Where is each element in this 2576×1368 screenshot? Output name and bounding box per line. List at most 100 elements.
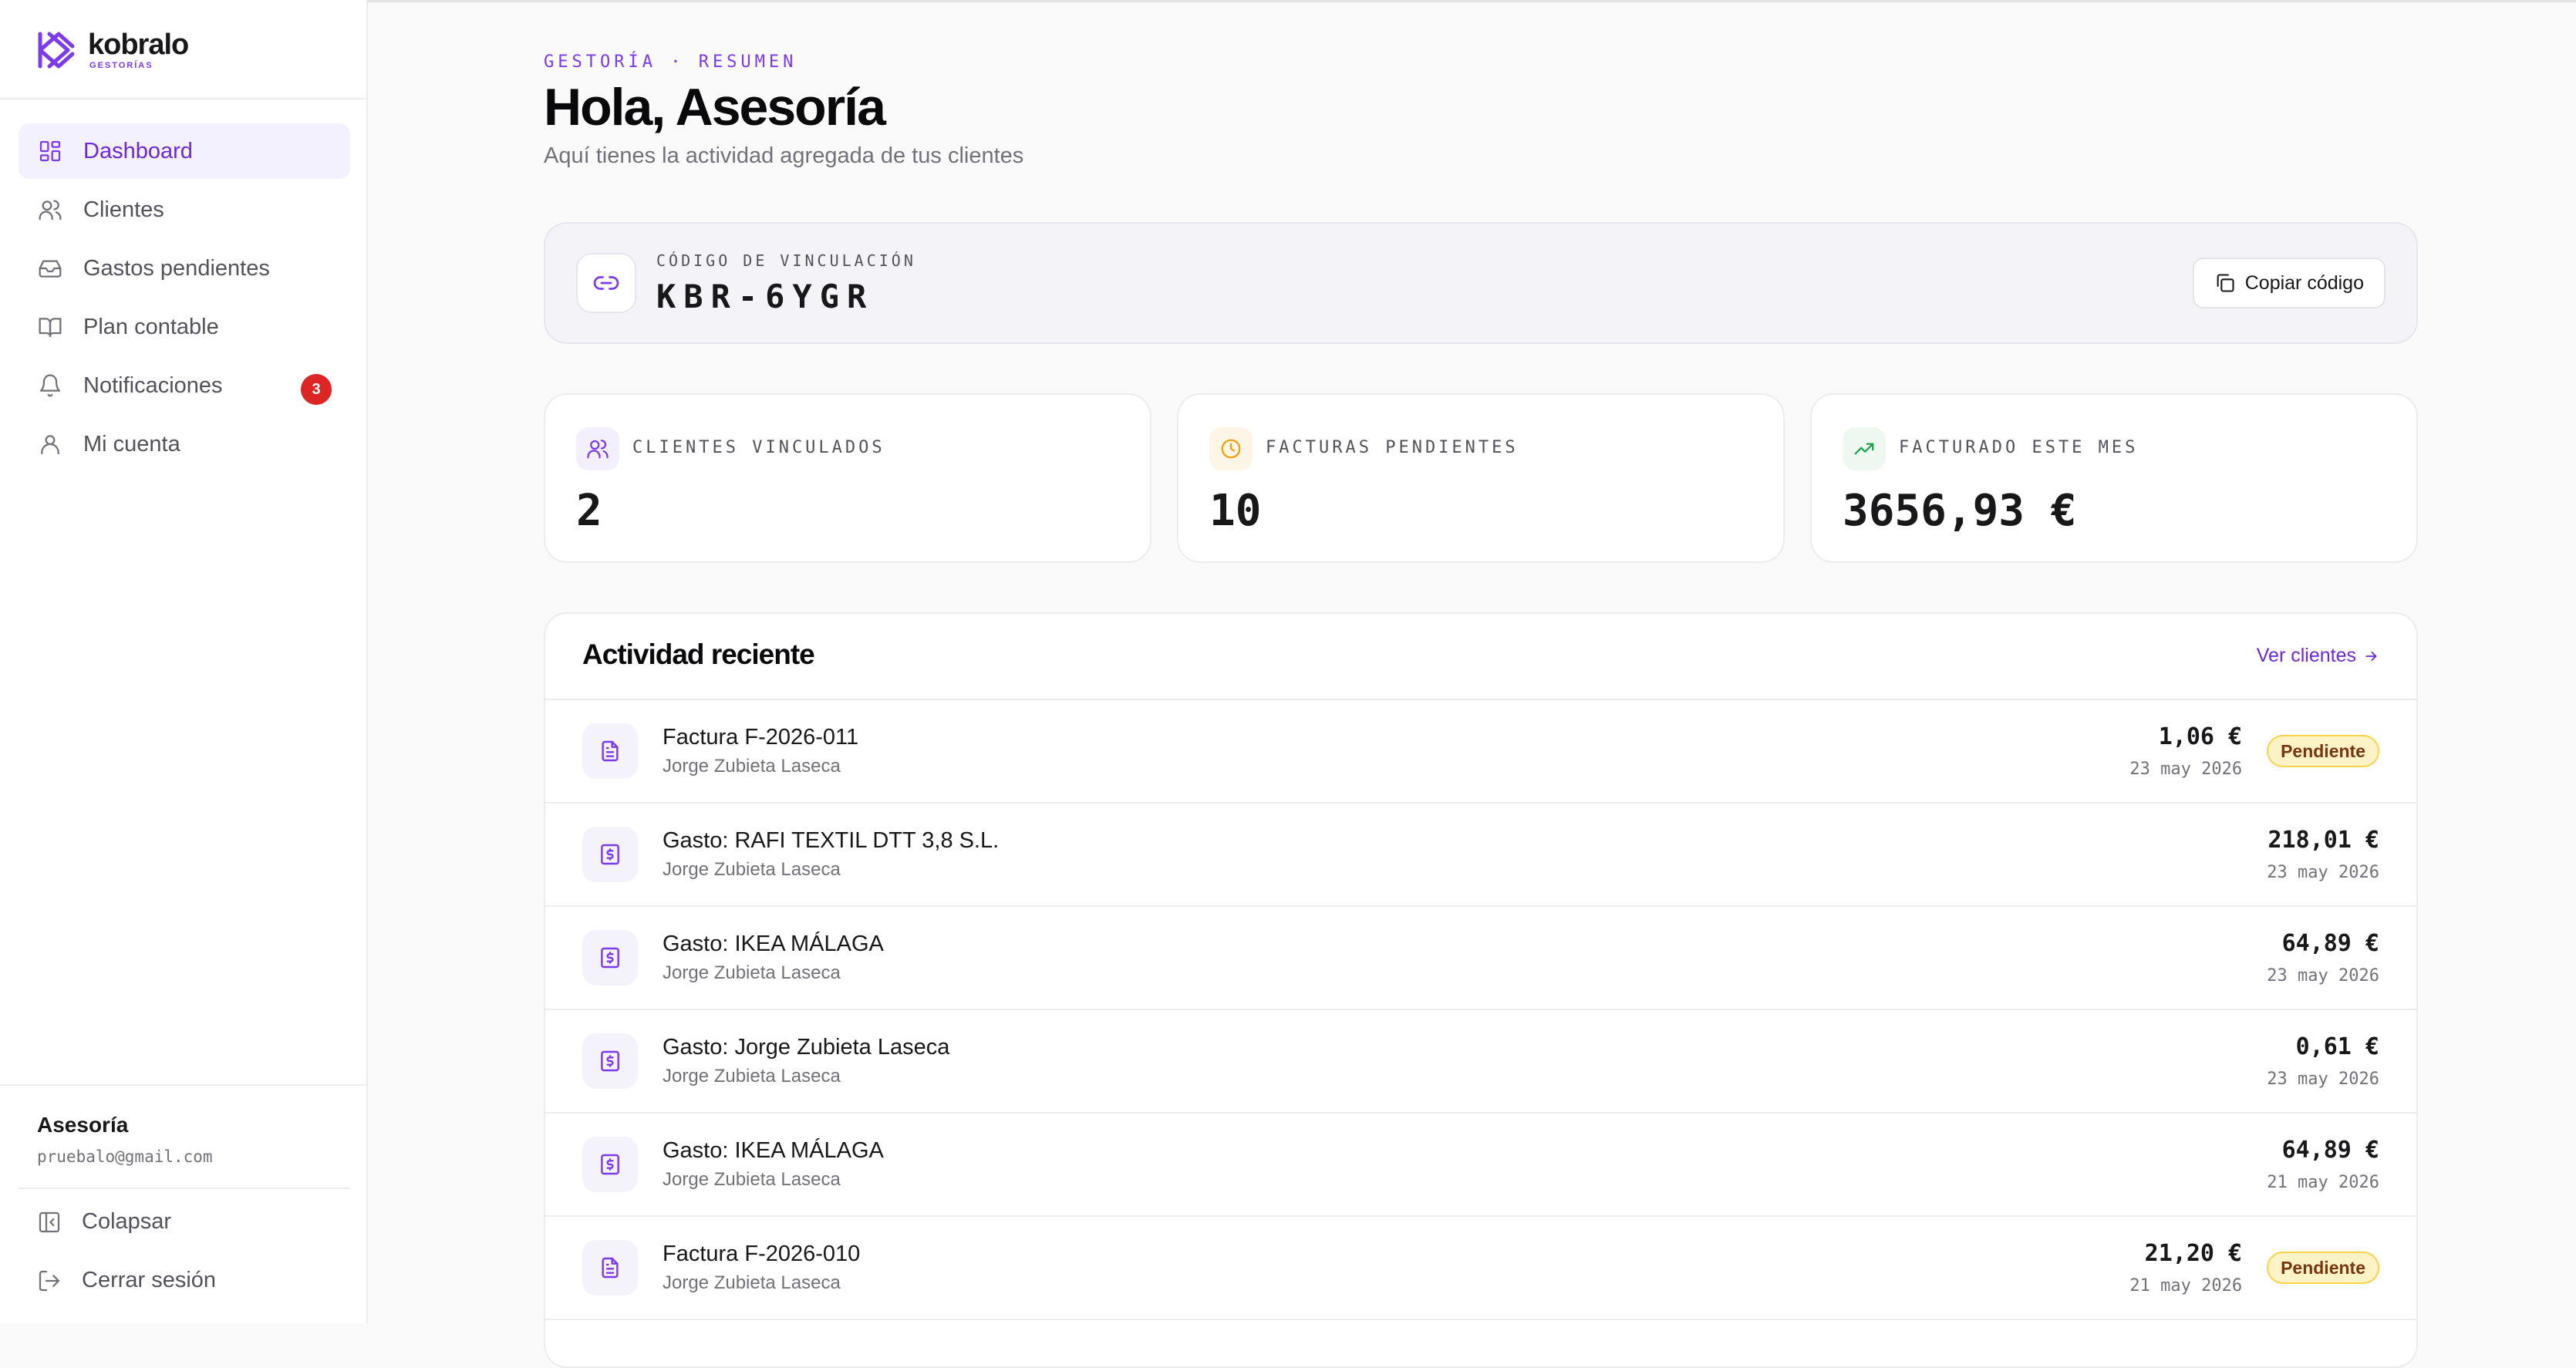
- brand[interactable]: kobralo GESTORÍAS: [35, 29, 189, 71]
- clock-icon: [1209, 427, 1253, 470]
- sidebar-item-plan-contable[interactable]: Plan contable: [19, 299, 350, 355]
- sidebar-item-notificaciones[interactable]: Notificaciones 3: [19, 358, 350, 413]
- activity-header: Actividad reciente Ver clientes: [545, 614, 2416, 700]
- page-title: Hola, Asesoría: [544, 78, 886, 136]
- book-icon: [37, 314, 63, 340]
- trending-up-icon: [1843, 427, 1886, 470]
- link-code-card: CÓDIGO DE VINCULACIÓN KBR-6YGR Copiar có…: [544, 222, 2418, 344]
- copy-code-label: Copiar código: [2244, 271, 2364, 294]
- receipt-dollar-icon: [582, 1137, 638, 1192]
- stat-label: CLIENTES VINCULADOS: [632, 438, 885, 457]
- activity-row[interactable]: Gasto: IKEA MÁLAGA Jorge Zubieta Laseca 64…: [545, 907, 2416, 1010]
- activity-row[interactable]: Gasto: RAFI TEXTIL DTT 3,8 S.L. Jorge Zub…: [545, 804, 2416, 907]
- kobralo-logo-icon: [38, 32, 75, 69]
- activity-meta: 1,06 € 23 may 2026 Pendiente: [2129, 723, 2379, 779]
- stat-value: 10: [1209, 486, 1262, 536]
- activity-date: 21 may 2026: [2129, 1276, 2243, 1296]
- sidebar-item-clientes[interactable]: Clientes: [19, 182, 350, 238]
- logout-button[interactable]: Cerrar sesión: [37, 1268, 216, 1293]
- stat-card-facturado: FACTURADO ESTE MES 3656,93 €: [1810, 393, 2418, 563]
- brand-subtitle: GESTORÍAS: [89, 61, 153, 70]
- activity-date: 23 may 2026: [2267, 863, 2379, 882]
- activity-title: Actividad reciente: [582, 639, 815, 670]
- receipt-dollar-icon: [582, 930, 638, 986]
- activity-meta: 64,89 € 23 may 2026: [2267, 930, 2379, 986]
- activity-title-text: Gasto: Jorge Zubieta Laseca: [663, 1035, 950, 1060]
- activity-date: 23 may 2026: [2267, 966, 2379, 986]
- users-icon: [37, 197, 63, 223]
- stats-row: CLIENTES VINCULADOS 2 FACTURAS PENDIENTE…: [544, 393, 2418, 563]
- sidebar-item-dashboard[interactable]: Dashboard: [19, 123, 350, 179]
- sidebar: kobralo GESTORÍAS Dashboard Clientes Gas…: [0, 0, 368, 1323]
- sidebar-nav: Dashboard Clientes Gastos pendientes Pla…: [19, 123, 350, 475]
- sidebar-item-label: Clientes: [83, 197, 164, 222]
- page-subtitle: Aquí tienes la actividad agregada de tus…: [544, 143, 1024, 168]
- activity-amount: 64,89 €: [2281, 930, 2379, 957]
- activity-meta: 21,20 € 21 may 2026 Pendiente: [2129, 1240, 2379, 1296]
- notification-count-badge: 3: [301, 374, 332, 405]
- stat-label: FACTURADO ESTE MES: [1899, 438, 2139, 457]
- sidebar-item-label: Gastos pendientes: [83, 255, 270, 281]
- activity-amount: 0,61 €: [2295, 1033, 2379, 1060]
- bell-icon: [37, 372, 63, 399]
- stat-value: 2: [576, 486, 602, 536]
- activity-amount: 64,89 €: [2281, 1137, 2379, 1164]
- inbox-icon: [37, 255, 63, 281]
- view-clients-link[interactable]: Ver clientes: [2257, 645, 2379, 667]
- activity-meta: 218,01 € 23 may 2026: [2267, 827, 2379, 882]
- status-badge: Pendiente: [2267, 1252, 2379, 1284]
- receipt-dollar-icon: [582, 827, 638, 882]
- activity-row[interactable]: Gasto: Jorge Zubieta Laseca Jorge Zubieta…: [545, 1010, 2416, 1114]
- link-code-value: KBR-6YGR: [656, 278, 875, 315]
- activity-client: Jorge Zubieta Laseca: [663, 962, 841, 983]
- activity-client: Jorge Zubieta Laseca: [663, 1066, 841, 1087]
- activity-client: Jorge Zubieta Laseca: [663, 1169, 841, 1190]
- activity-client: Jorge Zubieta Laseca: [663, 1272, 841, 1293]
- activity-list: Factura F-2026-011 Jorge Zubieta Laseca 1,…: [545, 700, 2416, 1320]
- activity-date: 23 may 2026: [2267, 1070, 2379, 1089]
- activity-date: 23 may 2026: [2129, 760, 2243, 779]
- sidebar-item-label: Plan contable: [83, 314, 219, 339]
- activity-row[interactable]: Factura F-2026-011 Jorge Zubieta Laseca 1,…: [545, 700, 2416, 804]
- sidebar-item-mi-cuenta[interactable]: Mi cuenta: [19, 416, 350, 472]
- arrow-right-icon: [2365, 651, 2377, 661]
- activity-amount: 1,06 €: [2158, 723, 2243, 750]
- recent-activity-panel: Actividad reciente Ver clientes Factura …: [544, 612, 2418, 1368]
- activity-row[interactable]: Factura F-2026-010 Jorge Zubieta Laseca 21…: [545, 1217, 2416, 1320]
- receipt-dollar-icon: [582, 1033, 638, 1089]
- logout-label: Cerrar sesión: [82, 1268, 217, 1292]
- panel-collapse-icon: [39, 1211, 60, 1232]
- activity-title-text: Factura F-2026-011: [663, 725, 859, 750]
- activity-meta: 0,61 € 23 may 2026: [2267, 1033, 2379, 1089]
- activity-title-text: Gasto: IKEA MÁLAGA: [663, 1138, 884, 1163]
- collapse-button[interactable]: Colapsar: [37, 1209, 171, 1235]
- stat-label: FACTURAS PENDIENTES: [1266, 438, 1519, 457]
- activity-amount: 21,20 €: [2144, 1240, 2243, 1267]
- activity-row[interactable]: Gasto: IKEA MÁLAGA Jorge Zubieta Laseca 64…: [545, 1114, 2416, 1217]
- sidebar-item-label: Mi cuenta: [83, 431, 180, 457]
- activity-title-text: Gasto: IKEA MÁLAGA: [663, 932, 884, 956]
- sidebar-item-gastos-pendientes[interactable]: Gastos pendientes: [19, 241, 350, 296]
- copy-icon: [2217, 274, 2234, 292]
- activity-meta: 64,89 € 21 may 2026: [2267, 1137, 2379, 1192]
- user-icon: [37, 431, 63, 457]
- copy-code-button[interactable]: Copiar código: [2192, 258, 2385, 308]
- sidebar-divider: [19, 1188, 350, 1189]
- page-eyebrow: GESTORÍA · RESUMEN: [544, 52, 797, 72]
- link-code-label: CÓDIGO DE VINCULACIÓN: [656, 251, 916, 270]
- stat-value: 3656,93 €: [1843, 486, 2077, 536]
- logout-icon: [39, 1270, 60, 1291]
- invoice-icon: [582, 723, 638, 779]
- view-clients-label: Ver clientes: [2256, 645, 2356, 666]
- collapse-label: Colapsar: [82, 1209, 172, 1234]
- sidebar-item-label: Notificaciones: [83, 372, 223, 398]
- stat-card-clientes: CLIENTES VINCULADOS 2: [544, 393, 1151, 563]
- activity-client: Jorge Zubieta Laseca: [663, 859, 841, 880]
- activity-client: Jorge Zubieta Laseca: [663, 756, 841, 777]
- sidebar-item-label: Dashboard: [83, 138, 193, 163]
- account-name: Asesoría: [37, 1113, 129, 1137]
- status-badge: Pendiente: [2267, 735, 2379, 767]
- stat-card-facturas: FACTURAS PENDIENTES 10: [1177, 393, 1785, 563]
- sidebar-divider: [0, 98, 368, 99]
- activity-date: 21 may 2026: [2267, 1173, 2379, 1192]
